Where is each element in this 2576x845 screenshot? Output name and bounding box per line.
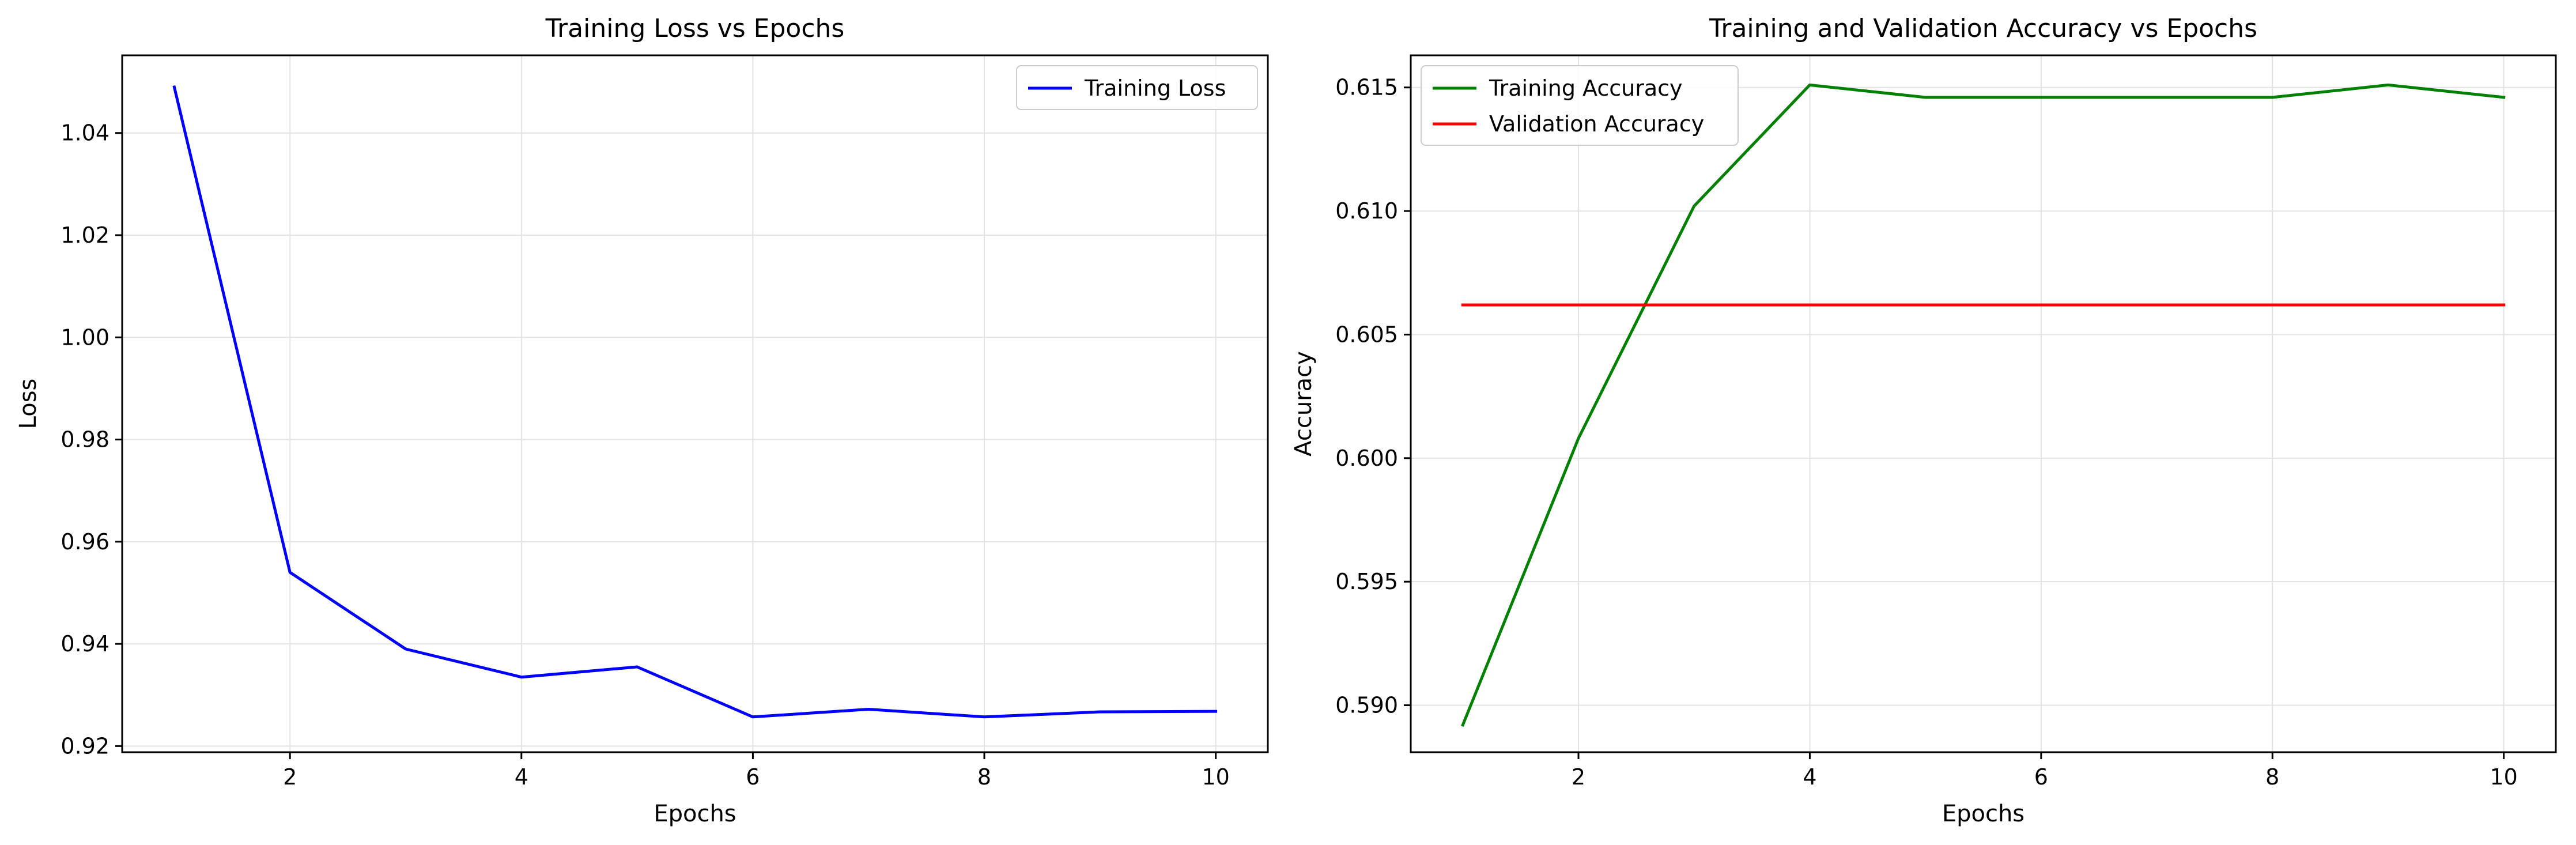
x-tick-label: 4 <box>515 764 528 790</box>
x-tick-label: 6 <box>746 764 760 790</box>
y-tick-label: 0.92 <box>61 733 109 759</box>
legend-label: Training Accuracy <box>1489 76 1683 101</box>
series-line-training-accuracy <box>1461 83 2506 727</box>
legend: Training Loss <box>1016 65 1258 110</box>
x-tick-label: 8 <box>977 764 991 790</box>
chart-title: Training and Validation Accuracy vs Epoc… <box>1709 14 2257 43</box>
y-axis-label: Loss <box>15 379 41 429</box>
chart-2: 2 4 6 8 10 0.590 0.595 0.600 0.605 0.610 0.615 Trai… <box>1290 14 2557 827</box>
plot-frame <box>1410 54 2557 753</box>
legend-label: Training Loss <box>1084 76 1226 101</box>
y-tick-label: 0.610 <box>1335 198 1398 224</box>
legend-box <box>1016 65 1258 110</box>
x-axis-label: Epochs <box>1942 801 2024 827</box>
y-tick-label: 0.600 <box>1335 446 1398 471</box>
y-tick-label: 0.94 <box>61 631 109 657</box>
x-tick-label: 10 <box>1202 764 1229 790</box>
x-tick-label: 2 <box>283 764 297 790</box>
x-tick-label: 4 <box>1803 764 1816 790</box>
x-tick-label: 6 <box>2034 764 2048 790</box>
y-tick-label: 1.00 <box>61 325 109 350</box>
x-axis-label: Epochs <box>654 801 736 827</box>
legend: Training Accuracy Validation Accuracy <box>1421 65 1739 146</box>
x-tick-label: 10 <box>2490 764 2518 790</box>
chart-title: Training Loss vs Epochs <box>545 14 845 43</box>
chart-1: 2 4 6 8 10 0.92 0.94 0.96 0.98 1.00 1.02 1.04 Traini… <box>15 14 1269 827</box>
x-tick-label: 2 <box>1572 764 1585 790</box>
legend-label: Validation Accuracy <box>1489 111 1704 137</box>
y-tick-label: 0.590 <box>1335 693 1398 718</box>
y-tick-label: 0.595 <box>1335 569 1398 594</box>
y-tick-label: 1.04 <box>61 120 109 146</box>
y-tick-label: 1.02 <box>61 222 109 248</box>
plot-frame <box>121 54 1269 753</box>
y-tick-label: 0.615 <box>1335 75 1398 100</box>
y-tick-label: 0.605 <box>1335 322 1398 347</box>
series-line-training-loss <box>172 85 1218 719</box>
legend-box <box>1421 65 1739 146</box>
x-tick-label: 8 <box>2265 764 2279 790</box>
y-tick-label: 0.96 <box>61 529 109 554</box>
y-axis-label: Accuracy <box>1290 351 1317 457</box>
y-tick-label: 0.98 <box>61 427 109 452</box>
